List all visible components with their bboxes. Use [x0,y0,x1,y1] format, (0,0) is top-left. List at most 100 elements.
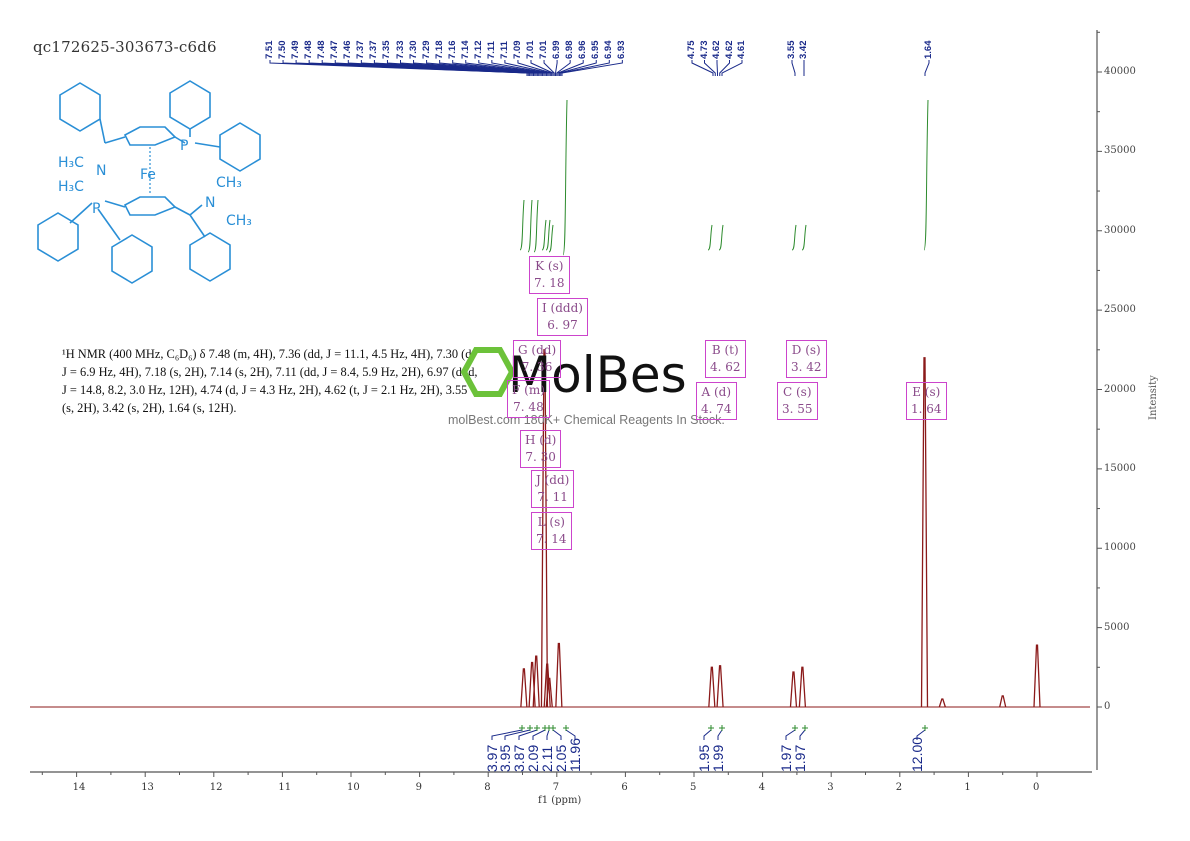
peak-shift-label: 7.09 [511,40,523,60]
integral-curve [533,199,539,253]
spectrum-peak [532,655,540,708]
svg-text:CH₃: CH₃ [226,213,252,229]
x-tick-label: 3 [827,782,834,793]
integral-curve [541,219,547,251]
peak-shift-label: 7.18 [433,40,445,60]
multiplet-box-h: H (d) 7. 30 [520,430,562,468]
integral-curve [545,219,551,251]
multiplet-box-k: K (s) 7. 18 [529,256,570,294]
integral-curve [718,224,724,251]
y-tick-label: 5000 [1104,621,1130,633]
peak-shift-label: 6.95 [590,40,602,60]
svg-text:P: P [92,201,100,217]
spectrum-peak [920,357,929,708]
peak-shift-label: 7.35 [381,40,393,60]
spectrum-peak [540,349,549,708]
peak-shift-label: 3.55 [786,40,797,60]
multiplet-box-l: L (s) 7. 14 [531,512,572,550]
integral-curve [527,199,533,253]
integral-curve [801,224,807,251]
peak-shift-label: 7.01 [525,40,536,60]
peak-shift-label: 6.99 [551,40,563,60]
x-tick-label: 10 [347,782,360,793]
x-tick-label: 13 [141,782,154,793]
y-tick-label: 10000 [1104,542,1136,554]
peak-shift-label: 7.16 [446,40,458,60]
spectrum-peak [938,698,946,708]
peak-shift-label: 4.62 [711,40,722,60]
multiplet-box-c: C (s) 3. 55 [777,382,818,420]
integral-curve [707,224,713,251]
y-axis-label: Intensity [1148,375,1159,420]
y-tick-label: 20000 [1104,383,1136,395]
peak-shift-label: 7.46 [342,40,354,60]
peak-shift-label: 7.29 [420,40,432,60]
x-tick-label: 5 [690,782,697,793]
integral-value: 12.00 [909,736,925,772]
integral-curve [519,199,525,251]
x-tick-label: 1 [964,782,971,793]
y-tick-label: 40000 [1104,66,1136,77]
x-tick-label: 8 [484,782,491,793]
y-tick-label: 15000 [1104,462,1136,474]
peak-shift-label: 7.12 [472,40,484,60]
integral-value: 11.96 [567,738,583,772]
x-tick-label: 0 [1033,782,1040,793]
multiplet-box-j: J (dd) 7. 11 [531,470,575,508]
svg-text:CH₃: CH₃ [216,175,242,191]
peak-shift-label: 7.11 [498,41,510,59]
svg-text:N: N [205,195,215,211]
multiplet-box-f: F (m) 7. 48 [507,380,550,418]
peak-shift-label: 4.73 [698,40,710,60]
peak-shift-label: 7.48 [303,40,315,60]
x-tick-label: 9 [415,782,422,793]
peak-shift-label: 3.42 [798,40,809,60]
peak-shift-label: 7.33 [394,40,406,60]
integral-curve [562,99,568,256]
svg-text:P: P [180,138,188,154]
spectrum-peak [545,677,553,708]
molbest-logo: MolBest [460,346,686,402]
peak-shift-label: 7.30 [407,40,419,60]
spectrum-peak [555,642,563,708]
svg-text:H₃C: H₃C [58,179,84,195]
multiplet-box-i: I (ddd) 6. 97 [537,298,588,336]
multiplet-box-b: B (t) 4. 62 [705,340,746,378]
peak-shift-label: 7.37 [355,40,367,60]
x-tick-label: 7 [552,782,560,793]
peak-shift-label: 7.11 [485,41,497,59]
y-tick-label: 25000 [1104,304,1136,316]
multiplet-box-e: E (s) 1. 64 [906,382,947,420]
integral-curve [923,99,929,251]
sample-id: qc172625-303673-c6d6 [33,38,217,56]
peak-shift-label: 7.47 [329,40,341,60]
x-tick-label: 4 [758,782,765,793]
peak-shift-label: 4.61 [736,40,747,60]
nmr-description: ¹H NMR (400 MHz, C₆D₆) δ 7.48 (m, 4H), 7… [62,347,478,415]
spectrum-peak [798,666,807,708]
peak-shift-label: 7.01 [538,40,550,60]
chemical-structure: Fe P P N N H₃C H₃C CH₃ CH₃ [37,80,261,284]
peak-shift-label: 7.14 [459,40,471,60]
peak-shift-label: 7.51 [264,40,275,60]
spectrum-peak [999,695,1007,708]
watermark-tagline: molBest.com 180K+ Chemical Reagents In S… [448,413,725,427]
x-tick-label: 12 [209,782,223,793]
integral-curve [548,224,554,253]
x-tick-label: 6 [621,782,628,793]
peak-shift-label: 7.48 [316,40,328,60]
spectrum-peak [1033,644,1041,708]
integral-value: 1.97 [792,744,808,772]
spectrum-peak [716,665,724,708]
spectrum-peak [708,666,716,708]
peak-shift-label: 6.98 [564,40,576,60]
svg-text:N: N [96,163,106,179]
x-tick-label: 14 [72,782,86,793]
integral-value: 1.99 [710,744,726,772]
peak-shift-label: 7.49 [290,40,302,60]
peak-shift-label: 6.96 [577,40,589,60]
multiplet-box-g: G (dd) 7. 36 [513,340,562,378]
peak-shift-label: 7.50 [277,40,289,60]
spectrum-peaks [520,349,1041,708]
